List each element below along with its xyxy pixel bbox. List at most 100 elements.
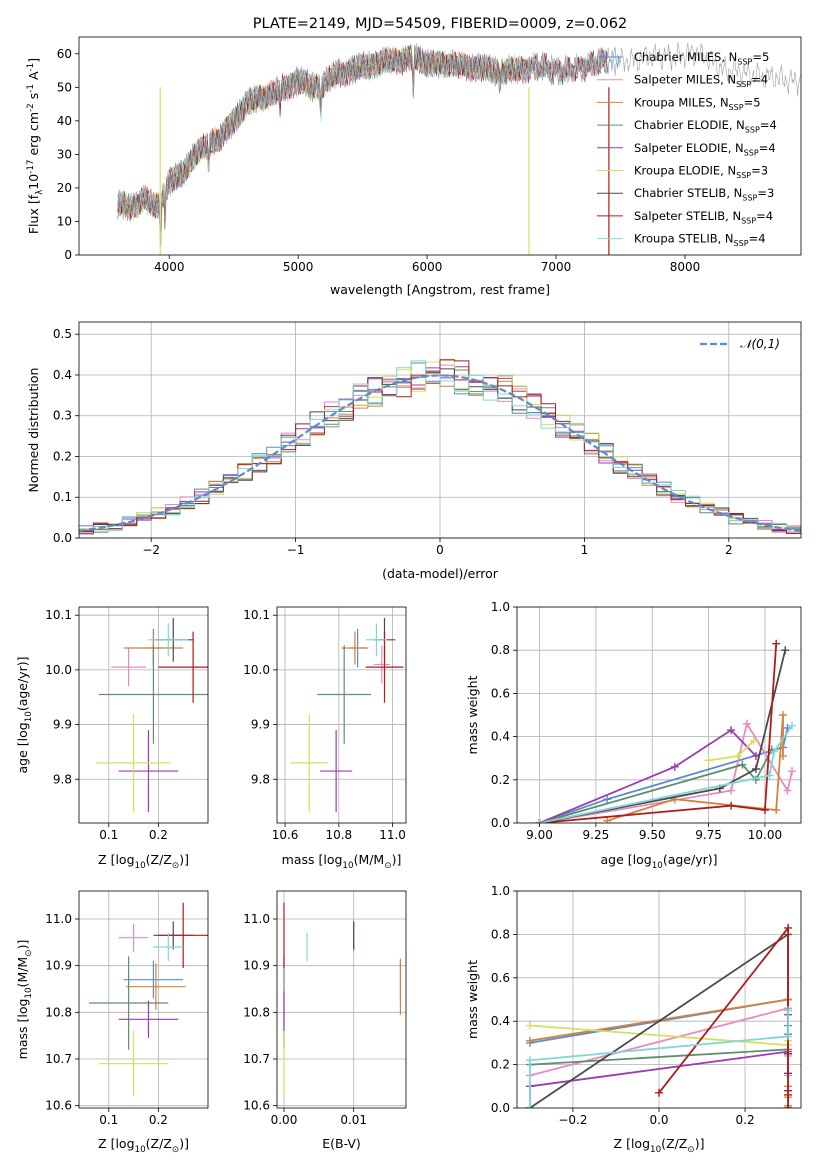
axes-frame <box>78 606 209 824</box>
weight-marker <box>784 1006 793 1015</box>
weight-line <box>539 643 778 823</box>
label-text: (Z/Z <box>661 1136 687 1151</box>
y-tick-label: 0.6 <box>491 971 510 985</box>
x-tick-label: 0.2 <box>736 1113 755 1127</box>
label-script: SSP <box>729 103 744 112</box>
gaussian-curve <box>79 374 801 532</box>
legend-label: Salpeter MILES, NSSP=4 <box>634 73 768 89</box>
x-tick-label: 7000 <box>541 260 572 274</box>
weight-line <box>529 1010 789 1108</box>
label-text: (Z/Z <box>146 1136 172 1151</box>
weight-line <box>539 725 793 823</box>
x-tick-label: 10.00 <box>748 828 782 842</box>
label-script: 10 <box>24 987 34 998</box>
plot-area <box>517 891 801 1108</box>
label-text: 10 <box>26 174 41 190</box>
y-tick-label: 40 <box>57 114 72 128</box>
axes-frame <box>276 890 407 1109</box>
y-axis-label: mass [log10(M/M⊙)] <box>15 940 34 1060</box>
error-bar-point <box>158 631 208 703</box>
x-tick-label: 9.75 <box>695 828 722 842</box>
label-script: SSP <box>736 171 751 180</box>
x-axis-label: Z [log10(Z/Z⊙)] <box>98 852 189 871</box>
label-script: ⊙ <box>172 1145 179 1155</box>
label-text: )] <box>15 940 30 950</box>
x-axis-label: (data-model)/error <box>382 566 499 581</box>
label-script: ⊙ <box>384 861 391 871</box>
y-tick-label: 10.9 <box>243 959 270 973</box>
label-script: -1 <box>26 63 36 72</box>
label-script: 10 <box>342 861 353 871</box>
y-axis-label: mass weight <box>465 675 480 754</box>
label-text: Chabrier ELODIE, N <box>634 118 745 132</box>
label-text: mass weight <box>465 960 480 1039</box>
legend-label: Salpeter ELODIE, NSSP=4 <box>634 141 776 157</box>
axes-frame <box>516 606 802 824</box>
error-bar-point <box>118 730 179 813</box>
plot-area <box>79 322 801 538</box>
age-vs-metallicity-panel: 0.1 0.2 9.8 9.9 10.0 10.1 <box>45 606 209 842</box>
label-text: wavelength [Angstrom, rest frame] <box>330 282 550 297</box>
plot-area <box>117 41 801 255</box>
label-script: SSP <box>736 80 751 89</box>
x-tick-label: 0.2 <box>149 828 168 842</box>
label-script: ⊙ <box>687 1145 694 1155</box>
x-tick-label: −1 <box>287 543 305 557</box>
x-tick-label: 9.00 <box>526 828 553 842</box>
x-axis-label: wavelength [Angstrom, rest frame] <box>330 282 550 297</box>
y-tick-label: 1.0 <box>491 600 510 614</box>
y-tick-label: 10.7 <box>45 1052 72 1066</box>
weight-marker <box>727 801 736 810</box>
weight-marker <box>525 1056 534 1065</box>
chart-title: PLATE=2149, MJD=54509, FIBERID=0009, z=0… <box>253 16 627 32</box>
error-bar-point <box>98 1031 169 1097</box>
y-tick-label: 10.0 <box>243 663 270 677</box>
axes-frame <box>276 606 407 824</box>
weight-marker <box>670 762 679 771</box>
x-tick-label: 0.01 <box>340 1113 367 1127</box>
label-text: Normed distribution <box>26 368 41 493</box>
x-axis-label: age [log10(age/yr)] <box>600 852 717 871</box>
histogram-panel: −2 −1 0 1 2 0.0 0.1 0.2 0.3 0.4 0.5 <box>53 321 802 557</box>
y-tick-label: 0.0 <box>53 531 72 545</box>
error-bar-point <box>98 645 208 744</box>
weight-vs-age-panel: 9.00 9.25 9.50 9.75 10.00 0.0 0.2 0.4 0.6 0.8 1.0 <box>491 600 802 842</box>
label-script: SSP <box>741 216 756 225</box>
plot-area <box>79 891 208 1108</box>
label-text: Z [log <box>98 852 134 867</box>
weight-marker <box>535 819 544 823</box>
plot-area <box>277 607 406 823</box>
weight-marker <box>784 1090 793 1099</box>
label-text: Salpeter MILES, N <box>634 73 736 87</box>
legend: 𝒩(0,1) <box>700 337 780 351</box>
label-text: s <box>26 93 41 104</box>
y-tick-label: 0.4 <box>491 1014 510 1028</box>
y-axis-label: Flux [fλ10-17 erg cm-2 s-1 A-1] <box>26 58 45 234</box>
label-script: -1 <box>26 84 36 93</box>
histogram-step <box>79 359 801 535</box>
label-script: SSP <box>737 57 752 66</box>
label-text: =5 <box>744 95 761 109</box>
weight-marker <box>749 736 758 745</box>
label-text: A <box>26 71 41 84</box>
x-tick-label: 11.0 <box>379 828 406 842</box>
weight-marker <box>704 756 713 765</box>
y-tick-label: 9.9 <box>251 718 270 732</box>
label-script: SSP <box>734 239 749 248</box>
label-text: Kroupa ELODIE, N <box>634 164 736 178</box>
x-tick-label: 0 <box>436 543 444 557</box>
weight-marker <box>727 726 736 735</box>
y-tick-label: 10.1 <box>243 608 270 622</box>
label-text: =4 <box>751 73 768 87</box>
x-tick-label: 0.00 <box>271 1113 298 1127</box>
weight-line <box>539 727 789 823</box>
weight-marker <box>784 923 793 932</box>
label-script: 10 <box>24 711 34 722</box>
y-tick-label: 0.3 <box>53 409 72 423</box>
legend-label: Kroupa ELODIE, NSSP=3 <box>634 164 768 180</box>
weight-marker <box>525 1036 534 1045</box>
weight-marker <box>781 646 790 655</box>
age-vs-mass-panel: 10.6 10.8 11.0 9.8 9.9 10.0 10.1 <box>243 606 407 842</box>
weight-marker <box>769 747 778 756</box>
